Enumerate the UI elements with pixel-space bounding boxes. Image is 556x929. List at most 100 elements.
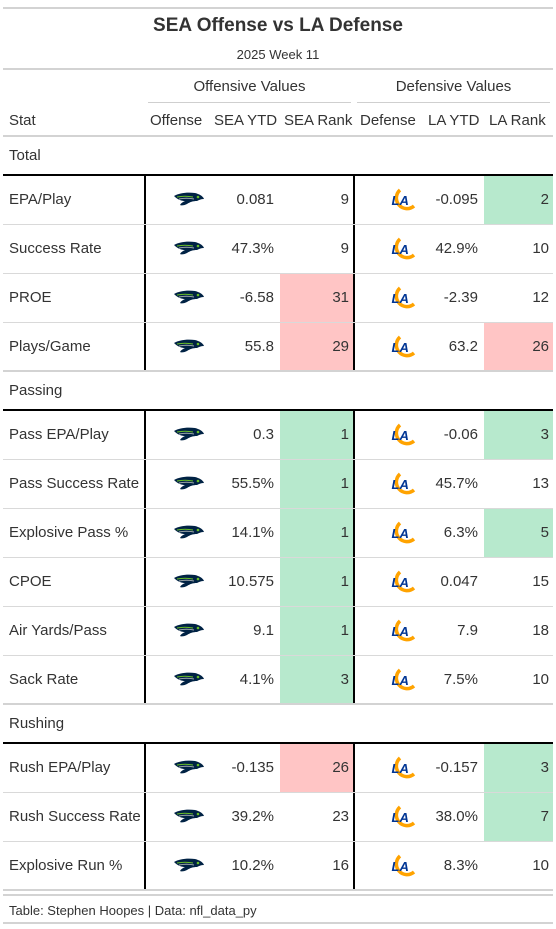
sea-ytd-value: 55.8 xyxy=(244,338,274,355)
sea-rank-highlight xyxy=(280,323,354,371)
stat-label: Success Rate xyxy=(9,240,102,257)
spanner-offensive-values: Offensive Values xyxy=(193,78,306,95)
column-divider xyxy=(353,411,355,460)
seahawks-logo-icon xyxy=(173,427,205,448)
group-header-rule xyxy=(3,409,553,411)
la-ytd-value: -2.39 xyxy=(443,289,478,306)
svg-text:LA: LA xyxy=(392,673,409,688)
la-ytd-value: 42.9% xyxy=(435,240,478,257)
rams-logo-icon: LA xyxy=(388,188,418,217)
sea-rank-value: 23 xyxy=(332,808,349,825)
la-ytd-value: 7.9 xyxy=(457,622,478,639)
row-group-label: Passing xyxy=(9,382,63,399)
row-separator xyxy=(3,224,553,225)
column-divider xyxy=(353,656,355,705)
column-divider xyxy=(353,176,355,225)
la-rank-value: 18 xyxy=(532,622,549,639)
row-group: Passing xyxy=(3,372,553,705)
stat-label: Rush Success Rate xyxy=(9,808,141,825)
column-divider xyxy=(144,793,146,842)
stat-label: Pass Success Rate xyxy=(9,475,140,492)
rams-logo-icon: LA xyxy=(388,570,418,599)
seahawks-logo-icon xyxy=(173,525,205,546)
svg-text:LA: LA xyxy=(392,810,409,825)
la-rank-value: 7 xyxy=(540,808,549,825)
svg-text:LA: LA xyxy=(392,761,409,776)
la-rank-value: 15 xyxy=(532,573,549,590)
sea-rank-highlight xyxy=(280,509,354,557)
la-rank-highlight xyxy=(484,176,553,224)
seahawks-logo-icon xyxy=(173,623,205,644)
sea-ytd-value: 0.081 xyxy=(236,191,274,208)
seahawks-logo-icon xyxy=(173,290,205,311)
sea-rank-value: 3 xyxy=(340,671,349,688)
table-source-note: Table: Stephen Hoopes | Data: nfl_data_p… xyxy=(9,903,257,918)
rams-logo-icon: LA xyxy=(388,423,418,452)
table-row: CPOE 10.575 1 0.047 15 LA xyxy=(3,558,553,607)
row-separator xyxy=(3,889,553,891)
row-separator xyxy=(3,557,553,558)
sea-rank-value: 1 xyxy=(340,475,349,492)
seahawks-logo-icon xyxy=(173,574,205,595)
row-separator xyxy=(3,655,553,656)
la-ytd-value: 7.5% xyxy=(443,671,478,688)
seahawks-logo-icon xyxy=(173,476,205,497)
table-row: Rush Success Rate 39.2% 23 38.0% 7 LA xyxy=(3,793,553,842)
column-divider xyxy=(353,744,355,793)
sea-rank-value: 16 xyxy=(332,857,349,874)
sea-rank-value: 1 xyxy=(340,622,349,639)
column-divider xyxy=(144,323,146,372)
la-rank-highlight xyxy=(484,744,553,792)
sea-rank-highlight xyxy=(280,411,354,459)
sea-rank-value: 9 xyxy=(340,191,349,208)
rams-logo-icon: LA xyxy=(388,668,418,697)
table-row: PROE -6.58 31 -2.39 12 LA xyxy=(3,274,553,323)
sea-rank-value: 9 xyxy=(340,240,349,257)
sea-rank-highlight xyxy=(280,274,354,322)
table-row: Rush EPA/Play -0.135 26 -0.157 3 LA xyxy=(3,744,553,793)
row-separator xyxy=(3,606,553,607)
sea-rank-value: 31 xyxy=(332,289,349,306)
svg-text:LA: LA xyxy=(392,624,409,639)
table-row: Plays/Game 55.8 29 63.2 26 LA xyxy=(3,323,553,372)
column-divider xyxy=(353,274,355,323)
sea-rank-value: 26 xyxy=(332,759,349,776)
la-ytd-value: 8.3% xyxy=(443,857,478,874)
la-rank-value: 10 xyxy=(532,857,549,874)
column-divider xyxy=(144,558,146,607)
table-row: Explosive Pass % 14.1% 1 6.3% 5 LA xyxy=(3,509,553,558)
la-rank-value: 10 xyxy=(532,671,549,688)
row-group-label: Total xyxy=(9,147,41,164)
la-rank-value: 5 xyxy=(540,524,549,541)
column-divider xyxy=(353,558,355,607)
column-divider xyxy=(144,225,146,274)
rams-logo-icon: LA xyxy=(388,335,418,364)
group-header-rule xyxy=(3,742,553,744)
table-row: Pass Success Rate 55.5% 1 45.7% 13 LA xyxy=(3,460,553,509)
svg-text:LA: LA xyxy=(392,477,409,492)
column-header-rule xyxy=(3,135,553,137)
svg-text:LA: LA xyxy=(392,291,409,306)
svg-text:LA: LA xyxy=(392,859,409,874)
sea-ytd-value: 10.575 xyxy=(228,573,274,590)
column-divider xyxy=(353,323,355,372)
table-row: Air Yards/Pass 9.1 1 7.9 18 LA xyxy=(3,607,553,656)
la-ytd-value: 38.0% xyxy=(435,808,478,825)
rams-logo-icon: LA xyxy=(388,854,418,883)
svg-text:LA: LA xyxy=(392,340,409,355)
sea-rank-highlight xyxy=(280,607,354,655)
group-header-rule xyxy=(3,174,553,176)
la-ytd-value: -0.095 xyxy=(435,191,478,208)
la-ytd-value: 45.7% xyxy=(435,475,478,492)
la-ytd-value: 63.2 xyxy=(448,338,478,355)
spanner-offensive-line xyxy=(148,102,351,103)
row-group: Rushing xyxy=(3,705,553,891)
column-header-defense: Defense xyxy=(360,112,416,129)
seahawks-logo-icon xyxy=(173,858,205,879)
spanner-defensive-line xyxy=(357,102,550,103)
table-row: EPA/Play 0.081 9 -0.095 2 LA xyxy=(3,176,553,225)
la-ytd-value: -0.157 xyxy=(435,759,478,776)
sea-ytd-value: 4.1% xyxy=(239,671,274,688)
svg-text:LA: LA xyxy=(392,193,409,208)
la-rank-highlight xyxy=(484,509,553,557)
